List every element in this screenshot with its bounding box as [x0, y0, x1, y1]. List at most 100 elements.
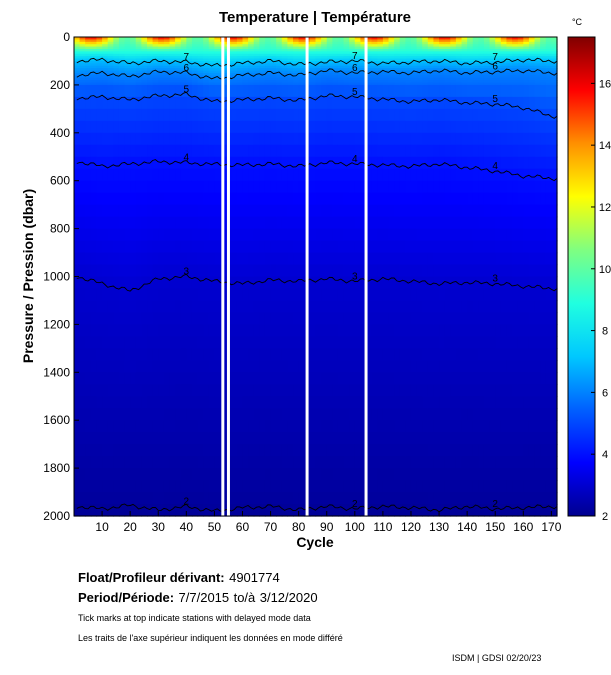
heatmap-cell — [158, 75, 165, 79]
heatmap-cell — [360, 396, 367, 409]
heatmap-cell — [287, 276, 294, 290]
heatmap-cell — [534, 288, 541, 302]
heatmap-cell — [158, 60, 165, 64]
heatmap-cell — [191, 77, 199, 81]
heatmap-cell — [472, 312, 479, 325]
heatmap-cell — [287, 39, 294, 43]
heatmap-cell — [208, 240, 216, 254]
heatmap-cell — [545, 82, 552, 86]
heatmap-cell — [315, 276, 322, 290]
heatmap-cell — [276, 37, 283, 40]
heatmap-cell — [495, 504, 502, 517]
heatmap-cell — [500, 468, 508, 481]
heatmap-cell — [489, 51, 496, 55]
heatmap-cell — [191, 63, 199, 67]
heatmap-cell — [545, 65, 552, 69]
heatmap-cell — [371, 82, 378, 86]
heatmap-cell — [259, 48, 266, 52]
heatmap-cell — [130, 82, 137, 86]
heatmap-cell — [90, 408, 98, 421]
heatmap-cell — [276, 228, 283, 242]
heatmap-cell — [427, 408, 435, 421]
heatmap-cell — [354, 44, 362, 48]
heatmap-cell — [382, 168, 390, 182]
heatmap-cell — [236, 420, 244, 433]
heatmap-cell — [332, 276, 339, 290]
heatmap-cell — [349, 168, 356, 182]
heatmap-cell — [270, 180, 277, 194]
heatmap-cell — [332, 444, 339, 457]
heatmap-cell — [315, 53, 322, 57]
heatmap-cell — [152, 39, 159, 43]
heatmap-cell — [287, 432, 294, 445]
heatmap-cell — [152, 82, 159, 86]
heatmap-cell — [270, 192, 277, 206]
heatmap-cell — [495, 96, 502, 110]
heatmap-cell — [483, 480, 491, 493]
heatmap-cell — [169, 432, 176, 445]
heatmap-cell — [483, 456, 491, 469]
heatmap-cell — [163, 360, 171, 373]
heatmap-cell — [253, 276, 260, 290]
heatmap-cell — [388, 72, 395, 76]
heatmap-cell — [506, 444, 513, 457]
heatmap-cell — [231, 216, 238, 230]
heatmap-cell — [147, 41, 154, 45]
heatmap-cell — [236, 68, 244, 72]
heatmap-cell — [276, 192, 283, 206]
heatmap-cell — [270, 77, 277, 81]
heatmap-cell — [523, 504, 530, 517]
heatmap-cell — [191, 108, 199, 122]
heatmap-cell — [337, 432, 345, 445]
heatmap-cell — [293, 60, 300, 64]
heatmap-cell — [79, 384, 86, 397]
heatmap-cell — [293, 56, 300, 60]
heatmap-cell — [309, 264, 317, 278]
heatmap-cell — [248, 70, 255, 74]
heatmap-cell — [287, 53, 294, 57]
heatmap-cell — [343, 96, 350, 110]
heatmap-cell — [410, 82, 418, 86]
heatmap-cell — [186, 324, 193, 337]
heatmap-cell — [540, 504, 547, 517]
heatmap-cell — [107, 372, 114, 385]
heatmap-cell — [512, 44, 519, 48]
heatmap-cell — [416, 468, 423, 481]
heatmap-cell — [281, 72, 289, 76]
heatmap-cell — [203, 75, 210, 79]
heatmap-cell — [512, 288, 519, 302]
heatmap-cell — [551, 372, 558, 385]
heatmap-cell — [472, 63, 479, 67]
heatmap-cell — [523, 456, 530, 469]
heatmap-cell — [517, 420, 524, 433]
heatmap-cell — [540, 84, 547, 98]
heatmap-cell — [450, 63, 457, 67]
heatmap-cell — [236, 360, 244, 373]
heatmap-cell — [495, 228, 502, 242]
heatmap-cell — [551, 65, 558, 69]
heatmap-cell — [450, 276, 457, 290]
heatmap-cell — [506, 324, 513, 337]
heatmap-cell — [259, 84, 266, 98]
heatmap-cell — [197, 372, 204, 385]
heatmap-cell — [354, 264, 362, 278]
heatmap-cell — [377, 75, 384, 79]
heatmap-cell — [102, 264, 109, 278]
heatmap-cell — [478, 72, 485, 76]
heatmap-cell — [528, 65, 536, 69]
x-tick-label: 100 — [345, 520, 365, 534]
heatmap-cell — [287, 360, 294, 373]
heatmap-cell — [231, 60, 238, 64]
heatmap-cell — [500, 82, 508, 86]
x-tick-label: 20 — [123, 520, 137, 534]
heatmap-cell — [360, 46, 367, 50]
heatmap-cell — [410, 56, 418, 60]
heatmap-cell — [281, 264, 289, 278]
heatmap-cell — [455, 156, 463, 170]
heatmap-cell — [467, 288, 474, 302]
heatmap-cell — [74, 48, 81, 52]
heatmap-cell — [534, 336, 541, 349]
isotherm-label: 2 — [492, 499, 498, 510]
heatmap-cell — [321, 156, 328, 170]
heatmap-cell — [253, 432, 260, 445]
